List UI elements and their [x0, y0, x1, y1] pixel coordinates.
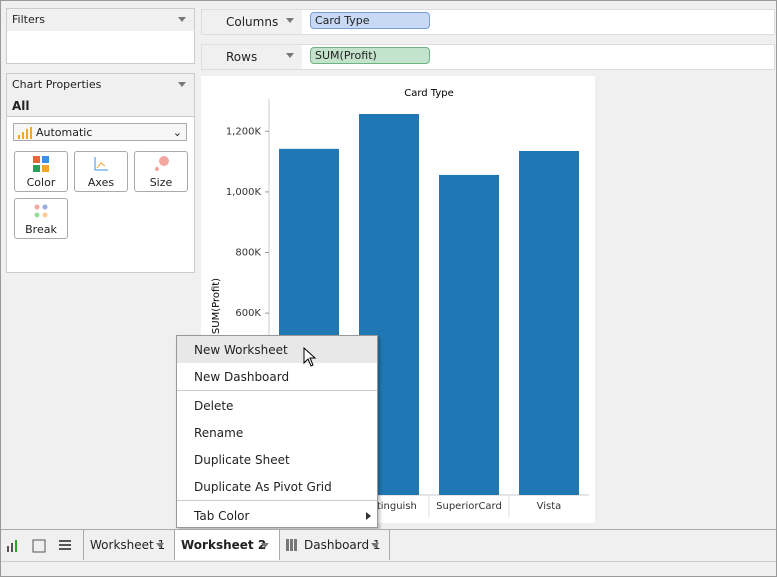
sheet-tab-label: Worksheet 2 [181, 538, 267, 552]
y-axis-title: SUM(Profit) [211, 278, 222, 334]
shelf-label: Rows [202, 45, 302, 69]
y-tick-label: 1,000K [226, 187, 262, 198]
sheet-tab[interactable]: Worksheet 1 [83, 530, 175, 560]
columns-shelf[interactable]: Columns Card Type [201, 9, 775, 35]
sheet-tab-label: Worksheet 1 [90, 538, 166, 552]
filters-card: Filters [6, 8, 195, 64]
menu-item[interactable]: Duplicate As Pivot Grid [194, 480, 332, 494]
menu-item[interactable]: Duplicate Sheet [194, 453, 290, 467]
sheet-tab-label: Dashboard 1 [304, 538, 381, 552]
bar [439, 174, 499, 495]
button-label: Axes [87, 176, 115, 189]
menu-item[interactable]: Tab Color [194, 509, 250, 523]
shelf-pill[interactable]: SUM(Profit) [310, 47, 430, 64]
bar [519, 150, 579, 495]
size-button[interactable]: Size [134, 151, 188, 192]
sheet-tab[interactable]: Dashboard 1 [280, 530, 390, 560]
mark-type-dropdown[interactable]: Automatic ⌄ [13, 123, 187, 141]
all-marks-label: All [7, 96, 194, 117]
menu-item[interactable]: New Dashboard [194, 370, 290, 384]
menu-item[interactable]: New Worksheet [194, 343, 288, 357]
break-button[interactable]: Break [14, 198, 68, 239]
shelf-label: Columns [202, 10, 302, 34]
chart-properties-card: Chart Properties All Automatic ⌄ Color A… [6, 73, 195, 273]
mark-type-text: Automatic [36, 126, 93, 139]
axes-button[interactable]: Axes [74, 151, 128, 192]
filters-title-text: Filters [12, 13, 45, 26]
sheet-tab[interactable]: Worksheet 2 [175, 530, 280, 560]
filters-title: Filters [7, 9, 194, 31]
rows-shelf[interactable]: Rows SUM(Profit) [201, 44, 775, 70]
status-bar [1, 561, 776, 576]
button-label: Color [26, 176, 56, 189]
chart-properties-header: Chart Properties [7, 74, 194, 96]
chart-properties-title: Chart Properties [12, 78, 102, 91]
menu-item[interactable]: Rename [194, 426, 244, 440]
y-tick-label: 1,200K [226, 126, 262, 137]
tab-bar: Worksheet 1 Worksheet 2 Dashboard 1 [1, 529, 776, 561]
shelf-pill[interactable]: Card Type [310, 12, 430, 29]
color-button[interactable]: Color [14, 151, 68, 192]
button-label: Break [25, 223, 57, 236]
x-tick-label: SuperiorCard [436, 501, 502, 512]
x-tick-label: Vista [537, 501, 562, 512]
menu-item[interactable]: Delete [194, 399, 234, 413]
y-tick-label: 800K [235, 248, 261, 259]
button-label: Size [149, 176, 173, 189]
x-tick-label: Distinguish [361, 501, 417, 512]
y-tick-label: 600K [235, 308, 261, 319]
chart-title: Card Type [404, 88, 454, 99]
context-menu: New Worksheet New Dashboard Delete Rename Du… [176, 335, 378, 528]
